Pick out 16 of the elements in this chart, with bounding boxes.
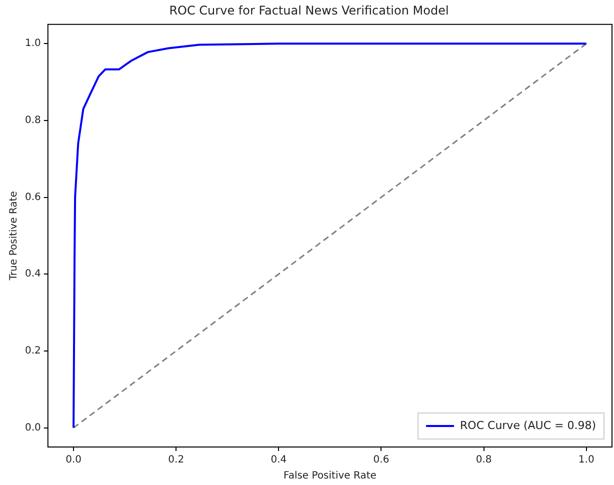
y-tick-label: 0.0 xyxy=(24,422,41,434)
x-tick-label: 0.8 xyxy=(476,454,492,466)
y-axis-title: True Positive Rate xyxy=(8,191,20,282)
y-tick-label: 0.2 xyxy=(24,346,41,357)
x-tick-label: 0.4 xyxy=(270,454,287,466)
y-tick-label: 1.0 xyxy=(24,38,41,50)
x-axis-title: False Positive Rate xyxy=(283,470,376,482)
legend-label: ROC Curve (AUC = 0.98) xyxy=(460,418,596,432)
chart-title: ROC Curve for Factual News Verification Model xyxy=(169,3,449,18)
y-tick-label: 0.6 xyxy=(24,192,41,203)
y-tick-label: 0.8 xyxy=(24,115,41,126)
x-tick-label: 1.0 xyxy=(578,454,594,466)
x-tick-label: 0.0 xyxy=(66,454,82,466)
x-tick-label: 0.6 xyxy=(373,454,390,466)
x-tick-label: 0.2 xyxy=(168,454,184,466)
y-tick-label: 0.4 xyxy=(24,268,41,280)
